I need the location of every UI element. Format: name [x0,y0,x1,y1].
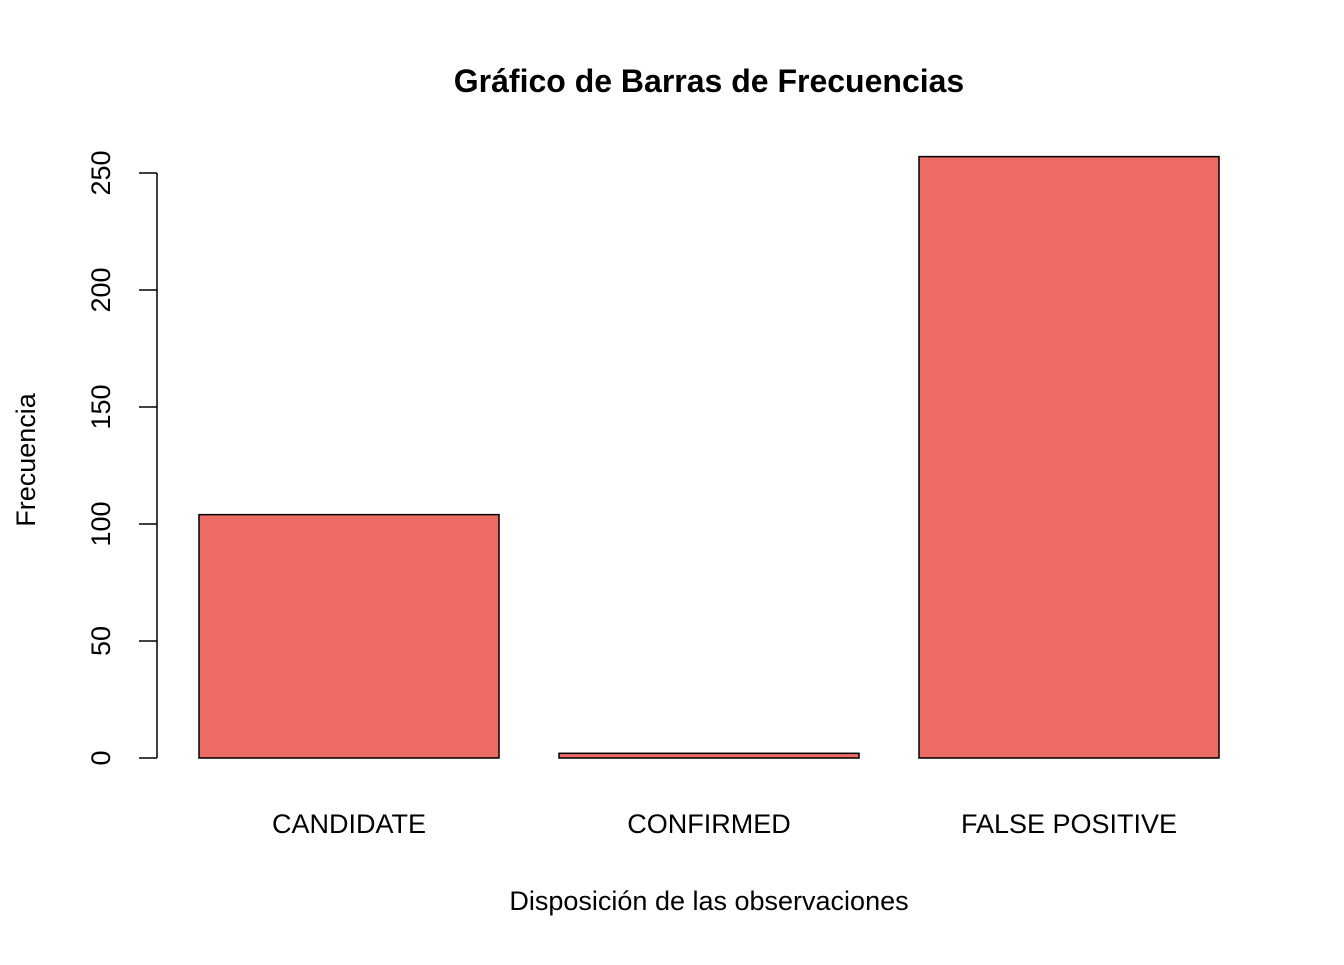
bars-group [198,155,1220,759]
chart-title: Gráfico de Barras de Frecuencias [454,63,964,99]
x-tick-label: CONFIRMED [627,809,791,839]
y-tick-label: 200 [86,267,116,312]
y-tick-label: 250 [86,150,116,195]
y-tick-label: 150 [86,384,116,429]
y-tick-label: 50 [86,626,116,656]
y-tick-label: 100 [86,501,116,546]
y-tick-label: 0 [86,750,116,765]
x-tick-labels: CANDIDATE CONFIRMED FALSE POSITIVE [272,809,1177,839]
y-axis-label: Frecuencia [11,392,41,527]
bar-candidate [198,513,500,759]
x-axis-label: Disposición de las observaciones [509,886,908,916]
bar-confirmed [558,752,860,759]
x-tick-label: FALSE POSITIVE [961,809,1177,839]
y-axis: 0 50 100 150 200 250 [86,150,158,766]
bar-false-positive [918,155,1220,759]
x-tick-label: CANDIDATE [272,809,426,839]
